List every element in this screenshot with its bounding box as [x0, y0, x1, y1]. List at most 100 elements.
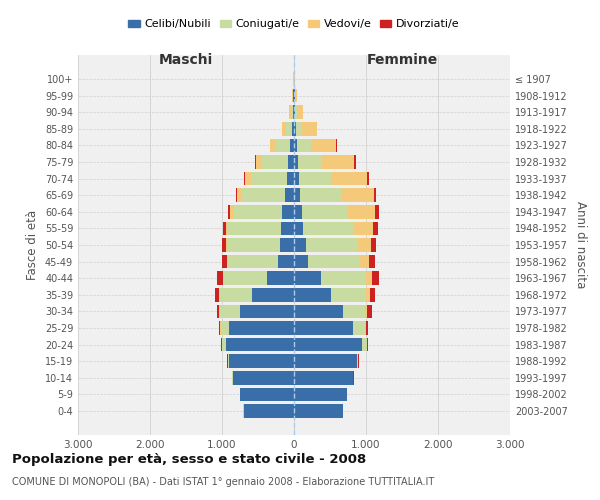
Bar	[219, 321, 220, 335]
Bar	[227, 255, 228, 268]
Bar	[221, 321, 229, 335]
Bar	[293, 106, 294, 119]
Bar	[217, 272, 223, 285]
Bar	[256, 155, 262, 169]
Bar	[223, 222, 226, 235]
Bar	[294, 388, 347, 401]
Bar	[294, 122, 296, 136]
Bar	[294, 404, 343, 417]
Bar	[229, 321, 294, 335]
Bar	[355, 155, 356, 169]
Bar	[322, 155, 355, 169]
Bar	[240, 388, 294, 401]
Bar	[331, 172, 367, 186]
Bar	[297, 106, 303, 119]
Bar	[294, 172, 299, 186]
Bar	[294, 288, 331, 302]
Bar	[223, 272, 266, 285]
Bar	[227, 238, 280, 252]
Bar	[215, 288, 220, 302]
Bar	[286, 122, 292, 136]
Legend: Celibi/Nubili, Coniugati/e, Vedovi/e, Divorziati/e: Celibi/Nubili, Coniugati/e, Vedovi/e, Di…	[124, 15, 464, 34]
Bar	[233, 371, 294, 384]
Bar	[297, 138, 311, 152]
Bar	[362, 338, 367, 351]
Bar	[294, 106, 295, 119]
Bar	[244, 404, 294, 417]
Bar	[294, 338, 362, 351]
Bar	[356, 354, 358, 368]
Bar	[360, 255, 369, 268]
Bar	[230, 205, 233, 218]
Bar	[294, 272, 322, 285]
Bar	[372, 272, 379, 285]
Bar	[294, 222, 304, 235]
Bar	[226, 222, 229, 235]
Bar	[295, 89, 297, 102]
Bar	[367, 172, 369, 186]
Bar	[294, 354, 356, 368]
Bar	[294, 155, 298, 169]
Bar	[222, 238, 226, 252]
Bar	[294, 188, 301, 202]
Bar	[282, 122, 286, 136]
Bar	[276, 138, 290, 152]
Bar	[308, 255, 360, 268]
Bar	[294, 238, 306, 252]
Bar	[266, 272, 294, 285]
Bar	[284, 188, 294, 202]
Bar	[255, 155, 256, 169]
Bar	[291, 106, 293, 119]
Bar	[296, 122, 302, 136]
Bar	[302, 122, 317, 136]
Bar	[353, 321, 365, 335]
Bar	[292, 122, 294, 136]
Bar	[376, 205, 379, 218]
Y-axis label: Fasce di età: Fasce di età	[26, 210, 39, 280]
Bar	[251, 172, 287, 186]
Bar	[294, 371, 353, 384]
Bar	[371, 238, 376, 252]
Bar	[229, 354, 294, 368]
Bar	[366, 288, 370, 302]
Bar	[240, 304, 294, 318]
Bar	[226, 338, 294, 351]
Bar	[374, 188, 376, 202]
Bar	[222, 338, 226, 351]
Bar	[220, 304, 240, 318]
Y-axis label: Anni di nascita: Anni di nascita	[574, 202, 587, 288]
Bar	[331, 288, 366, 302]
Bar	[306, 238, 358, 252]
Bar	[294, 255, 308, 268]
Bar	[373, 222, 377, 235]
Bar	[233, 205, 283, 218]
Bar	[341, 188, 374, 202]
Bar	[236, 188, 237, 202]
Bar	[281, 222, 294, 235]
Text: Femmine: Femmine	[367, 54, 437, 68]
Bar	[366, 272, 372, 285]
Bar	[221, 338, 222, 351]
Bar	[365, 321, 368, 335]
Bar	[241, 188, 284, 202]
Bar	[304, 222, 353, 235]
Bar	[370, 288, 376, 302]
Bar	[245, 172, 251, 186]
Bar	[270, 138, 276, 152]
Text: Maschi: Maschi	[159, 54, 213, 68]
Bar	[228, 354, 229, 368]
Bar	[252, 288, 294, 302]
Bar	[294, 321, 353, 335]
Bar	[348, 205, 376, 218]
Bar	[290, 138, 294, 152]
Bar	[294, 138, 297, 152]
Bar	[283, 205, 294, 218]
Bar	[288, 155, 294, 169]
Bar	[226, 238, 227, 252]
Bar	[229, 222, 281, 235]
Bar	[343, 304, 365, 318]
Bar	[237, 188, 241, 202]
Bar	[262, 155, 288, 169]
Bar	[244, 172, 245, 186]
Bar	[278, 255, 294, 268]
